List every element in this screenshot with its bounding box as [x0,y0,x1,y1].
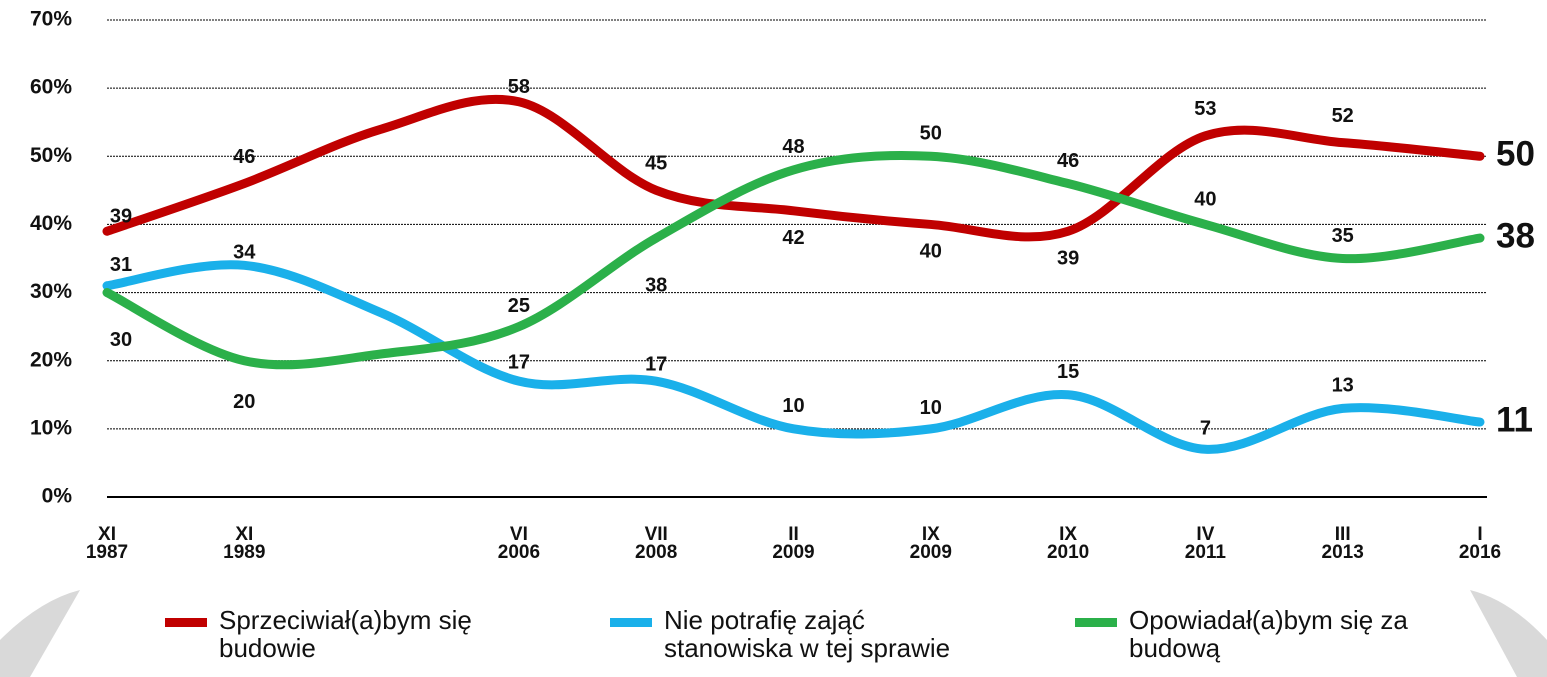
data-label: 17 [508,351,530,373]
legend-label: Opowiadał(a)bym się za budową [1129,605,1408,663]
end-value-label: 50 [1496,135,1535,174]
legend-swatch [1075,618,1117,627]
y-tick-label: 50% [30,144,72,167]
x-tick-label: IV 2011 [1185,524,1227,563]
legend-item: Nie potrafię zająć stanowiska w tej spra… [610,606,994,662]
data-label: 15 [1057,361,1079,383]
y-tick-label: 0% [42,485,73,508]
x-tick-label: IX 2009 [910,524,952,563]
data-label: 13 [1332,375,1354,397]
legend-label: Sprzeciwiał(a)bym się budowie [219,605,472,663]
y-tick-label: 20% [30,348,72,371]
data-label: 34 [233,242,256,264]
data-label: 25 [508,295,530,317]
data-label: 31 [110,254,132,276]
data-label: 46 [1057,150,1079,172]
legend-swatch [610,618,652,627]
corner-decoration [1470,590,1547,677]
data-label: 30 [110,329,132,351]
data-label: 42 [782,227,804,249]
y-tick-label: 70% [30,8,72,31]
data-label: 39 [110,206,132,228]
data-label: 50 [920,123,942,145]
x-tick-label: III 2013 [1322,524,1364,563]
x-tick-label: IX 2010 [1047,524,1089,563]
data-label: 52 [1332,105,1354,127]
data-label: 17 [645,353,667,375]
series-line [102,151,1485,370]
legend-item: Opowiadał(a)bym się za budową [1075,606,1459,662]
data-label: 38 [645,274,667,296]
data-label: 46 [233,146,255,168]
end-value-label: 11 [1496,400,1533,439]
series-line [102,260,1485,454]
y-tick-label: 30% [30,280,72,303]
corner-decoration [0,590,80,677]
x-tick-label: XI 1989 [223,524,265,563]
y-tick-label: 60% [30,76,72,99]
x-tick-label: II 2009 [772,524,814,563]
data-label: 20 [233,391,255,413]
data-label: 58 [508,76,530,98]
x-tick-label: VII 2008 [635,524,677,563]
data-label: 35 [1332,225,1354,247]
data-label: 53 [1194,98,1216,120]
legend-label: Nie potrafię zająć stanowiska w tej spra… [664,605,951,663]
data-label: 10 [782,395,804,417]
data-label: 40 [1194,189,1216,211]
x-tick-label: XI 1987 [86,524,128,563]
data-label: 40 [920,241,942,263]
legend-swatch [165,618,207,627]
data-label: 39 [1057,248,1079,270]
x-tick-label: I 2016 [1459,524,1501,563]
legend-item: Sprzeciwiał(a)bym się budowie [165,606,549,662]
y-tick-label: 10% [30,416,72,439]
data-label: 45 [645,153,667,175]
data-label: 10 [920,397,942,419]
end-value-label: 38 [1496,216,1535,255]
data-label: 48 [782,136,804,158]
y-tick-label: 40% [30,212,72,235]
data-label: 7 [1200,418,1211,440]
series-line [102,94,1485,242]
x-tick-label: VI 2006 [498,524,540,563]
